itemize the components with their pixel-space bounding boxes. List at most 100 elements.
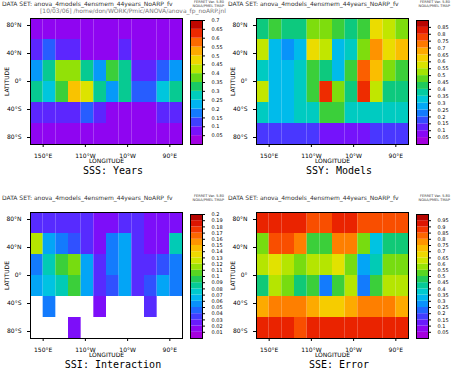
svg-text:0.6: 0.6 — [438, 58, 446, 64]
svg-text:80°S: 80°S — [7, 327, 22, 334]
svg-text:0.4: 0.4 — [212, 70, 220, 76]
svg-text:0.11: 0.11 — [212, 267, 223, 273]
svg-text:LATITUDE: LATITUDE — [229, 67, 236, 96]
svg-text:40°S: 40°S — [7, 299, 22, 306]
svg-text:0.05: 0.05 — [212, 304, 223, 310]
svg-text:80°N: 80°N — [6, 215, 21, 222]
svg-text:0.85: 0.85 — [438, 24, 449, 30]
svg-text:0.07: 0.07 — [212, 292, 223, 298]
svg-text:0.8: 0.8 — [438, 31, 446, 37]
svg-text:0.15: 0.15 — [212, 115, 223, 121]
svg-text:0.75: 0.75 — [438, 242, 449, 248]
svg-text:0.05: 0.05 — [438, 134, 449, 140]
svg-text:80°S: 80°S — [7, 133, 22, 140]
svg-text:0.3: 0.3 — [438, 100, 446, 106]
svg-text:0.65: 0.65 — [438, 255, 449, 261]
svg-text:90°E: 90°E — [163, 346, 178, 353]
svg-text:0.02: 0.02 — [212, 323, 223, 329]
svg-text:150°E: 150°E — [34, 152, 52, 159]
svg-text:0.25: 0.25 — [438, 304, 449, 310]
svg-text:0.45: 0.45 — [438, 279, 449, 285]
svg-text:0.75: 0.75 — [438, 38, 449, 44]
svg-text:LATITUDE: LATITUDE — [3, 261, 10, 290]
svg-text:0.16: 0.16 — [212, 236, 223, 242]
svg-text:0.5: 0.5 — [438, 273, 446, 279]
svg-text:0.2: 0.2 — [438, 310, 446, 316]
svg-text:90°E: 90°E — [389, 346, 404, 353]
svg-text:0.5: 0.5 — [212, 53, 220, 59]
svg-text:0.03: 0.03 — [212, 317, 223, 323]
svg-text:0.14: 0.14 — [212, 248, 223, 254]
svg-text:0.45: 0.45 — [438, 79, 449, 85]
svg-text:0.1: 0.1 — [212, 123, 220, 129]
svg-text:80°N: 80°N — [232, 215, 247, 222]
svg-text:0.7: 0.7 — [438, 248, 446, 254]
svg-text:0.09: 0.09 — [212, 279, 223, 285]
svg-text:0.6: 0.6 — [438, 261, 446, 267]
svg-text:0.01: 0.01 — [212, 329, 223, 335]
svg-text:0°: 0° — [15, 77, 22, 84]
svg-text:0.1: 0.1 — [438, 127, 446, 133]
svg-text:0.2: 0.2 — [212, 211, 220, 217]
svg-text:0.17: 0.17 — [212, 230, 223, 236]
svg-text:90°E: 90°E — [163, 152, 178, 159]
svg-text:0.7: 0.7 — [438, 45, 446, 51]
svg-text:0.7: 0.7 — [212, 17, 220, 23]
svg-text:40°S: 40°S — [7, 105, 22, 112]
svg-text:0.5: 0.5 — [438, 72, 446, 78]
svg-text:40°N: 40°N — [232, 243, 247, 250]
svg-text:150°E: 150°E — [260, 346, 278, 353]
svg-text:0.04: 0.04 — [212, 310, 223, 316]
svg-text:0.13: 0.13 — [212, 255, 223, 261]
svg-text:0°: 0° — [241, 77, 248, 84]
svg-text:0.35: 0.35 — [438, 292, 449, 298]
svg-text:0.85: 0.85 — [438, 230, 449, 236]
svg-text:0.1: 0.1 — [438, 323, 446, 329]
svg-text:0.2: 0.2 — [438, 114, 446, 120]
svg-text:40°N: 40°N — [6, 49, 21, 56]
svg-text:0.05: 0.05 — [212, 132, 223, 138]
svg-text:0.9: 0.9 — [438, 224, 446, 230]
svg-text:0.65: 0.65 — [212, 26, 223, 32]
svg-text:LONGITUDE: LONGITUDE — [89, 351, 124, 358]
svg-text:0.95: 0.95 — [438, 217, 449, 223]
svg-text:90°E: 90°E — [389, 152, 404, 159]
svg-text:0.15: 0.15 — [212, 242, 223, 248]
svg-text:0.12: 0.12 — [212, 261, 223, 267]
svg-text:0.3: 0.3 — [212, 88, 220, 94]
svg-text:0.35: 0.35 — [212, 79, 223, 85]
svg-text:150°E: 150°E — [34, 346, 52, 353]
svg-text:0.55: 0.55 — [438, 267, 449, 273]
svg-text:0.25: 0.25 — [212, 97, 223, 103]
svg-text:80°S: 80°S — [233, 327, 248, 334]
svg-text:0.19: 0.19 — [212, 217, 223, 223]
svg-text:0.25: 0.25 — [438, 107, 449, 113]
svg-text:0°: 0° — [15, 271, 22, 278]
svg-text:0.4: 0.4 — [438, 86, 446, 92]
svg-text:40°S: 40°S — [233, 105, 248, 112]
svg-text:40°N: 40°N — [232, 49, 247, 56]
svg-text:0.05: 0.05 — [438, 329, 449, 335]
svg-text:0.06: 0.06 — [212, 298, 223, 304]
svg-text:0.15: 0.15 — [438, 317, 449, 323]
svg-text:0°: 0° — [241, 271, 248, 278]
svg-text:0.8: 0.8 — [438, 236, 446, 242]
svg-text:0.35: 0.35 — [438, 93, 449, 99]
svg-text:0.08: 0.08 — [212, 286, 223, 292]
svg-text:40°S: 40°S — [233, 299, 248, 306]
svg-text:0.3: 0.3 — [438, 298, 446, 304]
svg-text:0.18: 0.18 — [212, 224, 223, 230]
svg-text:80°N: 80°N — [6, 21, 21, 28]
svg-text:LONGITUDE: LONGITUDE — [89, 157, 124, 164]
svg-text:0.55: 0.55 — [438, 65, 449, 71]
svg-text:LATITUDE: LATITUDE — [3, 67, 10, 96]
svg-text:80°N: 80°N — [232, 21, 247, 28]
svg-text:LONGITUDE: LONGITUDE — [315, 351, 350, 358]
svg-text:0.6: 0.6 — [212, 35, 220, 41]
svg-text:40°N: 40°N — [6, 243, 21, 250]
svg-text:LATITUDE: LATITUDE — [229, 261, 236, 290]
svg-text:LONGITUDE: LONGITUDE — [315, 157, 350, 164]
svg-text:0.4: 0.4 — [438, 286, 446, 292]
svg-text:0.1: 0.1 — [212, 273, 220, 279]
svg-text:0.45: 0.45 — [212, 61, 223, 67]
